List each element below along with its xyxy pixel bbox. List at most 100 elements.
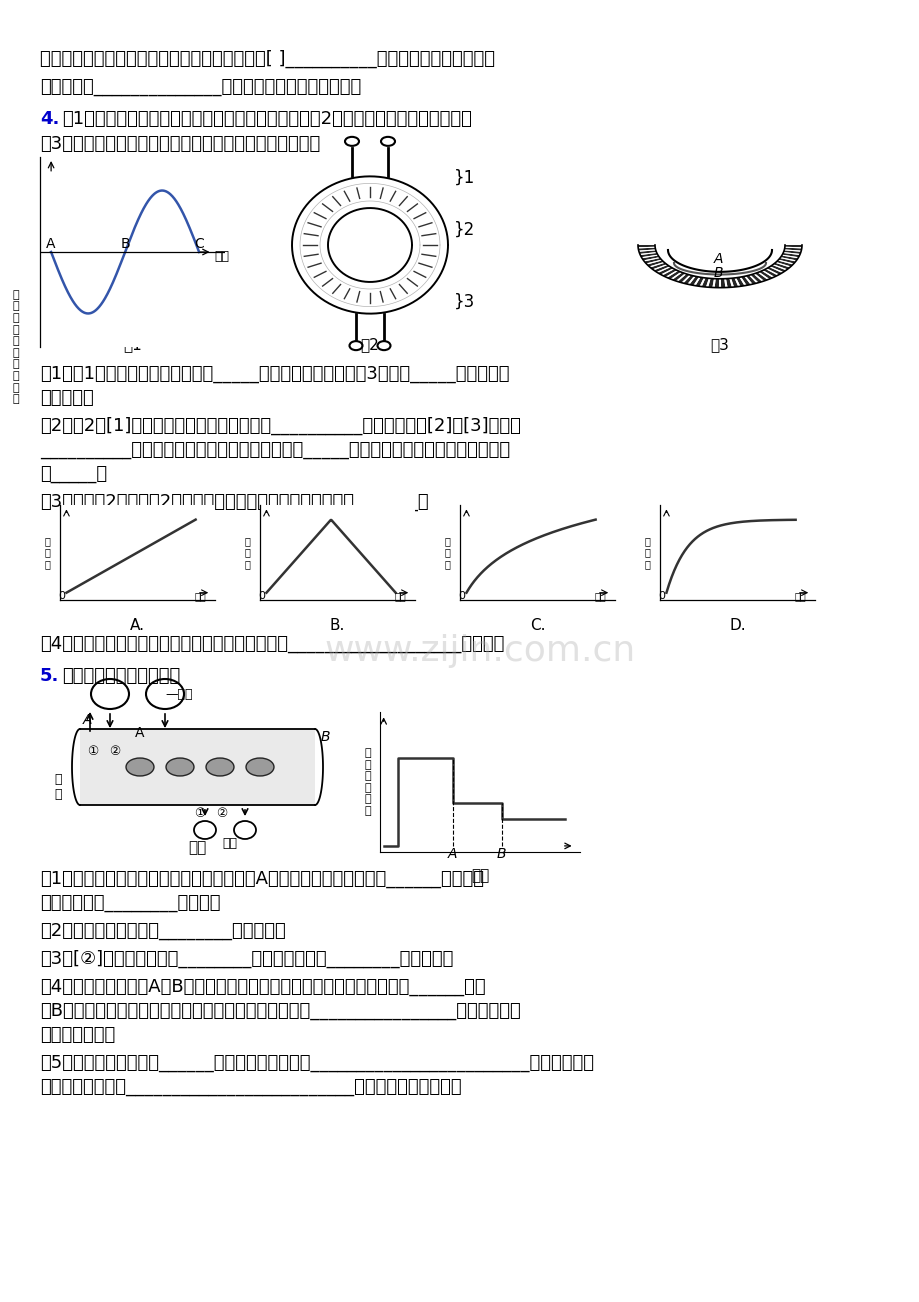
Text: D.: D. <box>729 618 745 633</box>
Text: 据图分析回答下列问题：: 据图分析回答下列问题： <box>62 667 180 685</box>
Polygon shape <box>754 272 766 281</box>
Ellipse shape <box>194 822 216 838</box>
Polygon shape <box>650 263 666 270</box>
Polygon shape <box>637 245 654 247</box>
Polygon shape <box>743 276 752 285</box>
Text: 图3是膈肌的不同运动状态示意图。请据图回答下列问题：: 图3是膈肌的不同运动状态示意图。请据图回答下列问题： <box>40 135 320 154</box>
Polygon shape <box>763 270 777 277</box>
Text: 血
管: 血 管 <box>54 773 62 801</box>
Text: 一层扁平的______________构成，有利于吸收营养物质。: 一层扁平的______________构成，有利于吸收营养物质。 <box>40 78 361 96</box>
Text: A: A <box>46 237 56 250</box>
Polygon shape <box>779 255 797 260</box>
Polygon shape <box>782 253 800 255</box>
Text: 氧
含
量: 氧 含 量 <box>644 536 650 569</box>
Polygon shape <box>698 277 705 286</box>
Polygon shape <box>646 260 664 267</box>
Polygon shape <box>725 279 732 288</box>
Text: （3）[②]所代表的气体是________，它是在图中的________处产生的。: （3）[②]所代表的气体是________，它是在图中的________处产生的… <box>40 950 453 969</box>
Text: ①: ① <box>87 745 98 758</box>
Text: 物质交换的特点是_________________________。（只要写一点即可）: 物质交换的特点是_________________________。（只要写一点… <box>40 1078 461 1096</box>
Polygon shape <box>693 277 699 285</box>
Polygon shape <box>705 279 709 288</box>
Text: 图2: 图2 <box>360 337 379 352</box>
Polygon shape <box>753 273 764 281</box>
Text: B: B <box>496 848 506 861</box>
Text: 0: 0 <box>458 591 464 600</box>
Ellipse shape <box>245 758 274 776</box>
Polygon shape <box>695 277 703 286</box>
Text: 0: 0 <box>58 591 64 600</box>
Polygon shape <box>777 259 793 264</box>
Text: 氧
含
量: 氧 含 量 <box>244 536 250 569</box>
Text: B: B <box>712 266 722 280</box>
Text: —肺泡: —肺泡 <box>165 687 192 700</box>
Polygon shape <box>731 277 737 286</box>
Polygon shape <box>653 266 669 272</box>
Polygon shape <box>641 255 657 258</box>
Ellipse shape <box>146 680 184 710</box>
Text: A: A <box>82 713 92 727</box>
Text: 氧
含
量: 氧 含 量 <box>444 536 450 569</box>
Polygon shape <box>761 271 774 277</box>
Text: 时间: 时间 <box>194 591 206 602</box>
Polygon shape <box>666 271 680 279</box>
Text: 某
种
物
质
含
量: 某 种 物 质 含 量 <box>364 749 371 816</box>
Polygon shape <box>784 247 801 249</box>
Polygon shape <box>741 276 750 285</box>
Polygon shape <box>660 268 674 275</box>
Text: 图3: 图3 <box>709 337 729 352</box>
Polygon shape <box>766 267 781 275</box>
Polygon shape <box>765 268 778 275</box>
Text: B.: B. <box>329 618 345 633</box>
Polygon shape <box>750 273 762 283</box>
Text: 时间: 时间 <box>393 591 405 602</box>
Polygon shape <box>723 279 727 288</box>
Text: 图二: 图二 <box>471 868 489 883</box>
Polygon shape <box>735 277 743 286</box>
Text: C: C <box>194 237 204 250</box>
Ellipse shape <box>233 822 255 838</box>
Polygon shape <box>714 279 719 288</box>
Polygon shape <box>645 259 662 264</box>
Polygon shape <box>757 272 768 280</box>
Polygon shape <box>638 247 654 249</box>
Polygon shape <box>745 275 755 284</box>
Text: （2）图2中[1]肺泡与外界的气体交换是通过__________实现的，过程[2]和[3]是通过: （2）图2中[1]肺泡与外界的气体交换是通过__________实现的，过程[2… <box>40 417 520 435</box>
Polygon shape <box>708 279 713 288</box>
Polygon shape <box>784 245 801 247</box>
Text: 肠具有巨大的表面积，小肠绒毛腔内含有丰富的[ ]__________，该管壁及绒毛壁都只有: 肠具有巨大的表面积，小肠绒毛腔内含有丰富的[ ]__________，该管壁及绒… <box>40 49 494 68</box>
Polygon shape <box>783 250 800 254</box>
Polygon shape <box>784 247 800 250</box>
Text: （4）肺泡内的氧气扩散进入血液中，需要依次经过___________________等结构。: （4）肺泡内的氧气扩散进入血液中，需要依次经过_________________… <box>40 635 504 654</box>
Text: 4.: 4. <box>40 109 60 128</box>
Ellipse shape <box>126 758 153 776</box>
Text: 图1是某人在一次平静呼吸中肺内气压的变化曲线，图2是人体内的气体交换示意图，: 图1是某人在一次平静呼吸中肺内气压的变化曲线，图2是人体内的气体交换示意图， <box>62 109 471 128</box>
Text: （1）图一是人体内的气体交换过程示意图，A处表示的气体交换过程为______的气体交: （1）图一是人体内的气体交换过程示意图，A处表示的气体交换过程为______的气… <box>40 870 483 888</box>
Polygon shape <box>664 271 677 277</box>
Polygon shape <box>642 258 659 262</box>
Polygon shape <box>777 258 795 263</box>
Text: 供_____。: 供_____。 <box>40 465 107 483</box>
Polygon shape <box>748 275 757 283</box>
Ellipse shape <box>91 680 129 710</box>
Polygon shape <box>779 258 796 262</box>
Polygon shape <box>681 275 690 283</box>
Text: 0: 0 <box>657 591 664 600</box>
Polygon shape <box>701 277 709 286</box>
Text: 0: 0 <box>257 591 265 600</box>
Text: 图1: 图1 <box>123 337 142 352</box>
Polygon shape <box>657 267 673 275</box>
Polygon shape <box>638 250 655 251</box>
Polygon shape <box>758 271 772 279</box>
Text: B: B <box>320 730 329 743</box>
Text: （2）气体进出肺是通过________来实现的。: （2）气体进出肺是通过________来实现的。 <box>40 922 286 940</box>
Polygon shape <box>677 273 688 283</box>
Ellipse shape <box>206 758 233 776</box>
Text: 果B处代表小肠绒毛的毛细血管，从此图中可知，小肠的________________（生理过程）: 果B处代表小肠绒毛的毛细血管，从此图中可知，小肠的_______________… <box>40 1003 520 1019</box>
Text: ②: ② <box>216 807 227 820</box>
Text: ①: ① <box>194 807 206 820</box>
Polygon shape <box>729 279 733 288</box>
Polygon shape <box>686 276 695 285</box>
Ellipse shape <box>165 758 194 776</box>
Text: （1）图1中表示吸气过程的是曲线_____段，此时，膈肌处于图3所示的_____状态（用字: （1）图1中表示吸气过程的是曲线_____段，此时，膈肌处于图3所示的_____… <box>40 365 509 383</box>
